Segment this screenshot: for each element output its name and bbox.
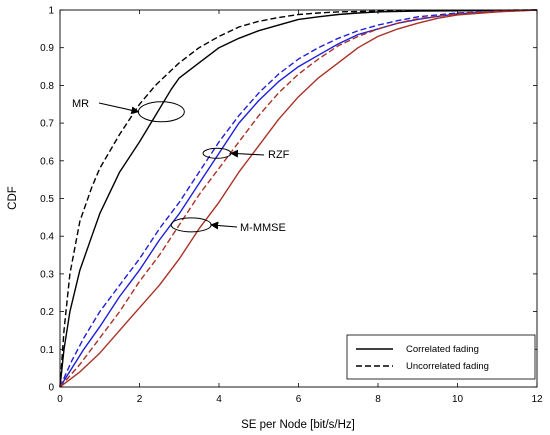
y-tick-label: 0.6	[40, 156, 54, 167]
annotation-label-m-mmse: M-MMSE	[240, 222, 286, 234]
y-tick-label: 0.5	[40, 194, 54, 205]
x-tick-label: 12	[531, 394, 543, 405]
series-line-m-mmse-dashed	[59, 9, 538, 388]
series-line-rzf-solid	[59, 9, 538, 388]
y-tick-label: 0.3	[40, 269, 54, 280]
x-tick-label: 10	[452, 394, 464, 405]
annotations-layer: MR RZF M-MMSE	[72, 98, 290, 234]
axes-layer: 0 2 4 6 8 10 12 0 0.1 0.2 0.3 0.4 0.5 0.6 0.7 0.8 0.9 1	[40, 6, 543, 406]
legend-label-correlated: Correlated fading	[406, 344, 479, 355]
plot-area	[60, 10, 537, 387]
annotation-arrow-mr	[98, 102, 140, 115]
x-tick-label: 4	[216, 394, 222, 405]
x-tick-label: 2	[137, 394, 143, 405]
x-tick-label: 8	[375, 394, 381, 405]
y-axis-title: CDF	[7, 186, 19, 210]
annotation-arrow-m-mmse	[210, 221, 238, 230]
x-tick-label: 0	[57, 394, 63, 405]
y-tick-label: 0.9	[40, 43, 54, 54]
y-tick-label: 0.4	[40, 232, 54, 243]
annotation-label-rzf: RZF	[268, 149, 290, 161]
series-line-rzf-dashed	[59, 9, 538, 388]
y-tick-label: 0	[48, 383, 54, 394]
annotation-arrow-rzf	[230, 149, 265, 158]
y-tick-label: 0.1	[40, 345, 54, 356]
series-line-m-mmse-solid	[59, 9, 538, 388]
annotation-label-mr: MR	[72, 98, 89, 110]
x-tick-label: 6	[296, 394, 302, 405]
y-tick-label: 0.2	[40, 307, 54, 318]
y-tick-label: 0.7	[40, 119, 54, 130]
legend-box	[346, 334, 536, 380]
legend: Correlated fading Uncorrelated fading	[346, 334, 536, 380]
x-axis-title: SE per Node [bit/s/Hz]	[241, 419, 355, 431]
y-tick-label: 0.8	[40, 81, 54, 92]
legend-label-uncorrelated: Uncorrelated fading	[406, 361, 489, 372]
y-tick-label: 1	[48, 6, 54, 17]
